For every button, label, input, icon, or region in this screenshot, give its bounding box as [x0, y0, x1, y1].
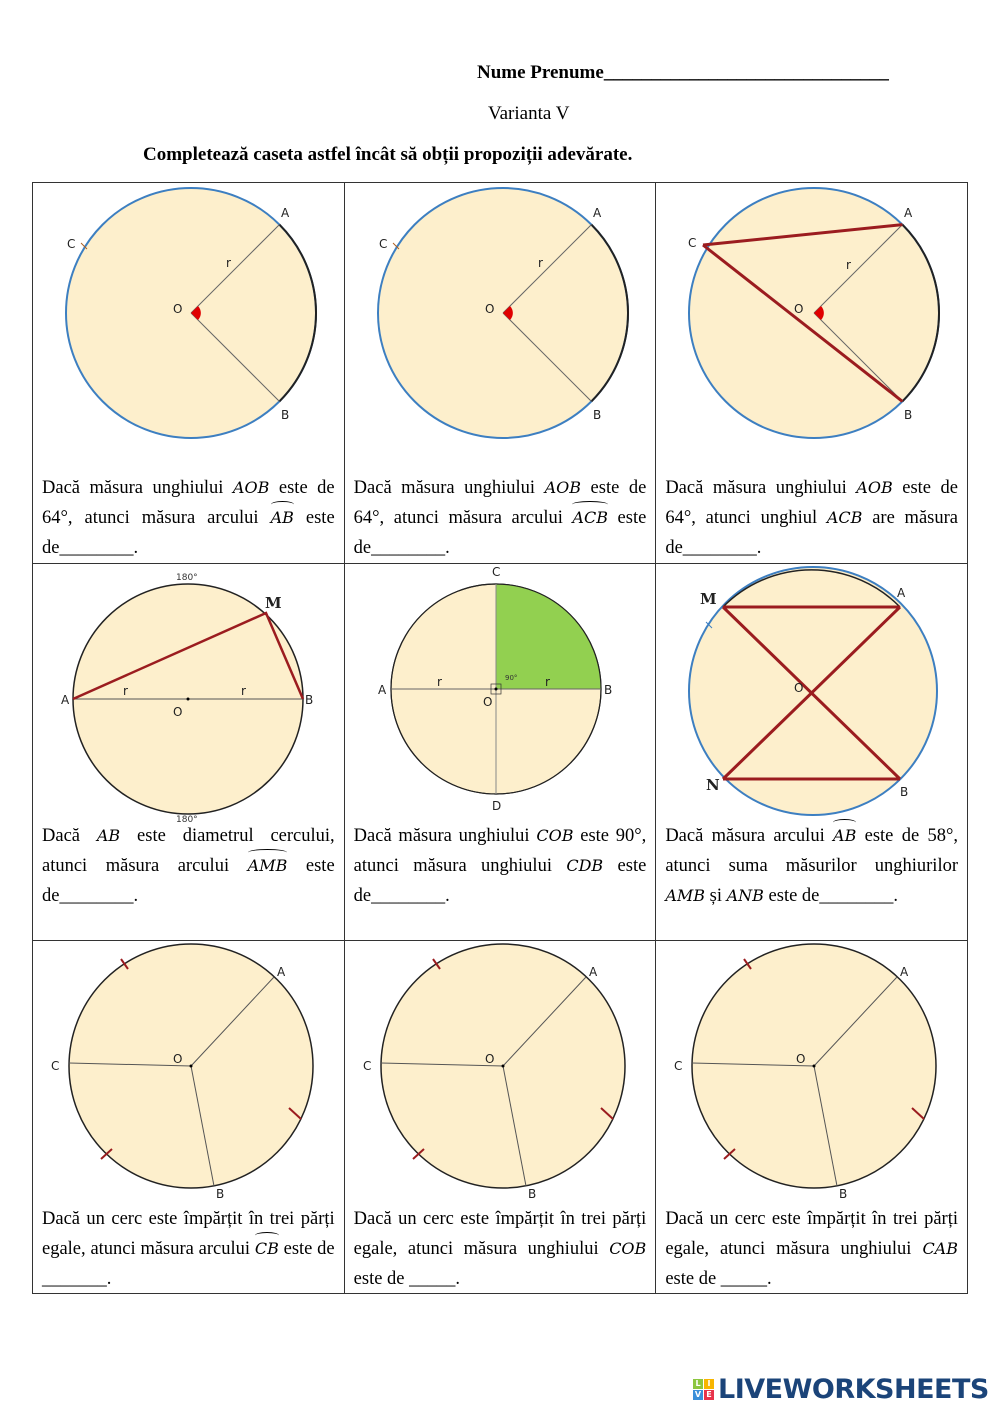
- svg-text:r: r: [538, 256, 543, 270]
- svg-text:180°: 180°: [176, 573, 198, 583]
- svg-text:B: B: [305, 693, 313, 707]
- exercise-grid: A B C O r Dacă măsura unghiului AOB este…: [32, 182, 968, 1294]
- svg-text:O: O: [173, 1052, 182, 1066]
- exercise-text: Dacă măsura unghiului AOB este de 64°, a…: [665, 478, 958, 558]
- liveworksheets-logo: L I V E LIVEWORKSHEETS: [693, 1374, 989, 1405]
- svg-text:D: D: [492, 799, 501, 813]
- svg-text:N: N: [706, 776, 720, 794]
- svg-text:B: B: [593, 408, 601, 422]
- exercise-text: Dacă măsura unghiului AOB este de 64°, a…: [353, 478, 647, 558]
- exercise-cell-7: A B C O Dacă un cerc este împărțit în tr…: [32, 940, 345, 1294]
- exercise-cell-9: A B C O Dacă un cerc este împărțit în tr…: [655, 940, 968, 1294]
- exercise-text: Dacă măsura arcului AB este de 58°, atun…: [665, 819, 958, 911]
- circle-diagram: C A B D O r r 90°: [378, 565, 612, 813]
- exercise-cell-5: C A B D O r r 90° Dacă măsura unghiului …: [343, 563, 657, 941]
- svg-text:r: r: [846, 258, 851, 272]
- circle-diagram: A B C O r: [376, 187, 629, 439]
- svg-text:B: B: [528, 1187, 536, 1201]
- svg-text:180°: 180°: [176, 815, 198, 824]
- exercise-text: Dacă măsura unghiului AOB este de 64°, a…: [42, 478, 335, 558]
- svg-text:r: r: [226, 256, 231, 270]
- exercise-text: Dacă un cerc este împărțit în trei părți…: [353, 1209, 647, 1289]
- svg-text:A: A: [277, 965, 286, 979]
- exercise-cell-4: 180° 180° M A B O r r Dacă AB este diame…: [32, 563, 345, 941]
- name-field-label: Nume Prenume____________________________…: [477, 62, 889, 83]
- svg-text:B: B: [904, 408, 912, 422]
- svg-text:r: r: [545, 675, 550, 689]
- exercise-text: Dacă AB este diametrul cercului, atunci …: [42, 826, 335, 906]
- svg-text:O: O: [794, 302, 803, 316]
- svg-text:B: B: [839, 1187, 847, 1201]
- svg-text:A: A: [900, 965, 909, 979]
- svg-text:B: B: [900, 785, 908, 799]
- svg-text:C: C: [492, 565, 500, 579]
- circle-diagram: A B C O r: [688, 187, 941, 439]
- svg-text:A: A: [61, 693, 70, 707]
- circle-diagram: A B C O: [51, 943, 314, 1201]
- circle-diagram: A B C O: [674, 943, 938, 1201]
- svg-text:A: A: [281, 206, 290, 220]
- svg-text:B: B: [604, 683, 612, 697]
- svg-text:r: r: [241, 684, 246, 698]
- svg-text:r: r: [437, 675, 442, 689]
- svg-text:C: C: [379, 237, 387, 251]
- svg-text:A: A: [897, 586, 906, 600]
- exercise-cell-3: A B C O r Dacă măsura unghiului AOB este…: [655, 182, 968, 564]
- svg-text:C: C: [688, 236, 696, 250]
- svg-text:O: O: [173, 302, 182, 316]
- svg-text:C: C: [67, 237, 75, 251]
- exercise-text: Dacă măsura unghiului COB este 90°, atun…: [353, 826, 647, 906]
- logo-tiles-icon: L I V E: [693, 1379, 714, 1400]
- svg-text:M: M: [700, 590, 717, 608]
- svg-text:O: O: [483, 695, 492, 709]
- svg-text:O: O: [794, 681, 803, 695]
- instructions: Completează caseta astfel încât să obții…: [143, 144, 633, 165]
- exercise-cell-8: A B C O Dacă un cerc este împărțit în tr…: [343, 940, 657, 1294]
- exercise-text: Dacă un cerc este împărțit în trei părți…: [665, 1209, 958, 1289]
- svg-text:A: A: [904, 206, 913, 220]
- svg-text:B: B: [281, 408, 289, 422]
- circle-diagram: M N A B O: [688, 566, 939, 816]
- svg-text:O: O: [485, 302, 494, 316]
- svg-text:C: C: [363, 1059, 371, 1073]
- svg-text:r: r: [123, 684, 128, 698]
- svg-text:M: M: [265, 594, 282, 612]
- svg-text:C: C: [674, 1059, 682, 1073]
- circle-diagram: A B C O: [363, 943, 626, 1201]
- circle-diagram: A B C O r: [65, 187, 318, 439]
- exercise-cell-2: A B C O r Dacă măsura unghiului AOB este…: [343, 182, 657, 564]
- svg-text:C: C: [51, 1059, 59, 1073]
- svg-text:O: O: [796, 1052, 805, 1066]
- svg-text:B: B: [216, 1187, 224, 1201]
- svg-text:O: O: [485, 1052, 494, 1066]
- exercise-cell-6: M N A B O Dacă măsura arcului AB este de…: [655, 563, 968, 941]
- variant-label: Varianta V: [488, 103, 570, 124]
- svg-text:A: A: [593, 206, 602, 220]
- exercise-cell-1: A B C O r Dacă măsura unghiului AOB este…: [32, 182, 345, 564]
- circle-diagram: 180° 180° M A B O r r: [61, 573, 313, 824]
- svg-text:90°: 90°: [505, 674, 517, 682]
- svg-text:A: A: [378, 683, 387, 697]
- exercise-text: Dacă un cerc este împărțit în trei părți…: [42, 1209, 335, 1289]
- svg-text:A: A: [589, 965, 598, 979]
- svg-text:O: O: [173, 705, 182, 719]
